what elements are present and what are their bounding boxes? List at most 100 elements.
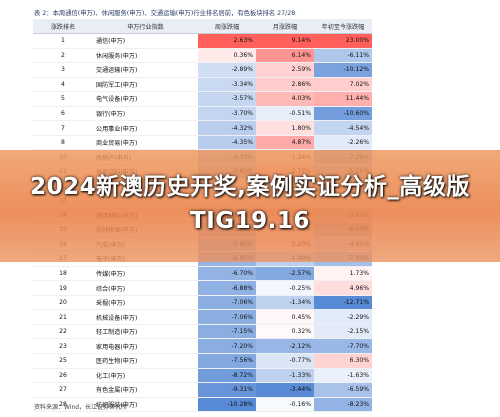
cell-rank: 26 — [33, 368, 93, 384]
cell-ytd-change: 7.02% — [314, 77, 372, 93]
cell-month-change: 9.14% — [256, 33, 314, 49]
cell-rank: 2 — [33, 48, 93, 64]
table-row: 25 医药生物(申万) -7.56% -0.77% 6.30% — [33, 353, 372, 369]
cell-month-change: -0.77% — [256, 353, 314, 369]
cell-week-change: -8.72% — [198, 368, 256, 384]
cell-industry: 通信(申万) — [93, 33, 198, 49]
cell-industry: 商业贸易(申万) — [93, 135, 198, 151]
cell-rank: 3 — [33, 62, 93, 78]
cell-rank: 28 — [33, 397, 93, 413]
table-row: 5 电气设备(申万) -3.57% 4.03% 11.44% — [33, 91, 372, 107]
cell-industry: 交通运输(申万) — [93, 62, 198, 78]
cell-week-change: -9.31% — [198, 382, 256, 398]
cell-ytd-change: 11.44% — [314, 91, 372, 107]
cell-industry: 纺织服装(申万) — [93, 397, 198, 413]
cell-ytd-change: -7.70% — [314, 338, 372, 355]
table-row: 28 纺织服装(申万) -10.28% -0.16% -8.23% — [33, 397, 372, 413]
table-row: 2 休闲服务(申万) 0.36% 6.14% -6.11% — [33, 48, 372, 64]
cell-week-change: -3.70% — [198, 106, 256, 122]
cell-industry: 采掘(申万) — [93, 295, 198, 311]
cell-rank: 23 — [33, 338, 93, 355]
table-row: 21 机械设备(申万) -7.06% 0.45% -2.29% — [33, 309, 372, 325]
cell-month-change: -1.34% — [256, 295, 314, 311]
cell-industry: 传媒(申万) — [93, 266, 198, 282]
cell-rank: 8 — [33, 135, 93, 151]
table-row: 19 综合(申万) -6.88% -0.25% 4.96% — [33, 280, 372, 296]
cell-month-change: 0.45% — [256, 309, 314, 325]
cell-week-change: -10.28% — [198, 397, 256, 413]
cell-industry: 医药生物(申万) — [93, 353, 198, 369]
cell-industry: 综合(申万) — [93, 280, 198, 296]
cell-month-change: 1.80% — [256, 120, 314, 136]
cell-week-change: -6.70% — [198, 266, 256, 282]
cell-week-change: -3.34% — [198, 77, 256, 93]
cell-industry: 轻工制造(申万) — [93, 324, 198, 340]
cell-rank: 7 — [33, 120, 93, 136]
cell-week-change: -7.20% — [198, 338, 256, 355]
table-row: 23 家用电器(申万) -7.20% -2.12% -7.70% — [33, 338, 372, 355]
cell-ytd-change: 4.96% — [314, 280, 372, 296]
header-ytd-change: 年初至今涨跌幅 — [314, 19, 372, 34]
cell-ytd-change: -10.60% — [314, 106, 372, 122]
cell-rank: 20 — [33, 295, 93, 311]
cell-ytd-change: -6.11% — [314, 48, 372, 64]
cell-week-change: -2.89% — [198, 62, 256, 78]
cell-week-change: -3.57% — [198, 91, 256, 107]
cell-week-change: 0.36% — [198, 48, 256, 64]
cell-week-change: -7.15% — [198, 324, 256, 340]
cell-ytd-change: -10.12% — [314, 62, 372, 78]
cell-week-change: -4.32% — [198, 120, 256, 136]
cell-week-change: -7.56% — [198, 353, 256, 369]
cell-ytd-change: -6.59% — [314, 382, 372, 398]
cell-industry: 银行(申万) — [93, 106, 198, 122]
cell-month-change: -0.51% — [256, 106, 314, 122]
cell-month-change: 2.59% — [256, 62, 314, 78]
cell-ytd-change: 1.73% — [314, 266, 372, 282]
cell-week-change: -7.06% — [198, 309, 256, 325]
cell-month-change: -2.12% — [256, 338, 314, 355]
cell-industry: 机械设备(申万) — [93, 309, 198, 325]
cell-week-change: -7.06% — [198, 295, 256, 311]
table-row: 3 交通运输(申万) -2.89% 2.59% -10.12% — [33, 62, 372, 78]
cell-ytd-change: 23.00% — [314, 33, 372, 49]
header-week-change: 周涨跌幅 — [198, 19, 256, 34]
table-row: 7 公用事业(申万) -4.32% 1.80% -4.54% — [33, 120, 372, 136]
source-note: 资料来源：Wind，长江证券研究所 — [34, 404, 128, 411]
table-row: 27 有色金属(申万) -9.31% -3.44% -6.59% — [33, 382, 372, 398]
cell-rank: 5 — [33, 91, 93, 107]
cell-industry: 公用事业(申万) — [93, 120, 198, 136]
header-month-change: 月涨跌幅 — [256, 19, 314, 34]
cell-rank: 25 — [33, 353, 93, 369]
cell-industry: 家用电器(申万) — [93, 338, 198, 355]
table-row: 6 银行(申万) -3.70% -0.51% -10.60% — [33, 106, 372, 122]
cell-industry: 国防军工(申万) — [93, 77, 198, 93]
promo-overlay-band — [0, 150, 500, 262]
table-row: 20 采掘(申万) -7.06% -1.34% -12.71% — [33, 295, 372, 311]
cell-month-change: -0.25% — [256, 280, 314, 296]
table-row: 22 轻工制造(申万) -7.15% 0.32% -2.15% — [33, 324, 372, 340]
cell-rank: 19 — [33, 280, 93, 296]
cell-rank: 21 — [33, 309, 93, 325]
cell-rank: 27 — [33, 382, 93, 398]
cell-month-change: 2.86% — [256, 77, 314, 93]
cell-week-change: 2.63% — [198, 33, 256, 49]
cell-industry: 有色金属(申万) — [93, 382, 198, 398]
cell-ytd-change: -4.54% — [314, 120, 372, 136]
cell-month-change: -1.33% — [256, 368, 314, 384]
table-caption: 表 2：本周通信(申万)、休闲服务(申万)、交通运输(申万)行业排名居前，有色板… — [34, 10, 296, 17]
cell-rank: 1 — [33, 33, 93, 49]
cell-ytd-change: -2.26% — [314, 135, 372, 151]
header-industry: 申万行业指数 — [93, 19, 198, 34]
cell-month-change: 4.03% — [256, 91, 314, 107]
cell-month-change: 6.14% — [256, 48, 314, 64]
cell-month-change: -0.16% — [256, 397, 314, 413]
cell-rank: 6 — [33, 106, 93, 122]
cell-month-change: -2.57% — [256, 266, 314, 282]
table-header-row: 涨跌排名 申万行业指数 周涨跌幅 月涨跌幅 年初至今涨跌幅 — [33, 19, 372, 34]
cell-ytd-change: -12.71% — [314, 295, 372, 311]
cell-month-change: 0.32% — [256, 324, 314, 340]
table-row: 8 商业贸易(申万) -4.35% 4.87% -2.26% — [33, 135, 372, 151]
cell-ytd-change: -2.29% — [314, 309, 372, 325]
cell-ytd-change: -1.63% — [314, 368, 372, 384]
cell-month-change: -3.44% — [256, 382, 314, 398]
